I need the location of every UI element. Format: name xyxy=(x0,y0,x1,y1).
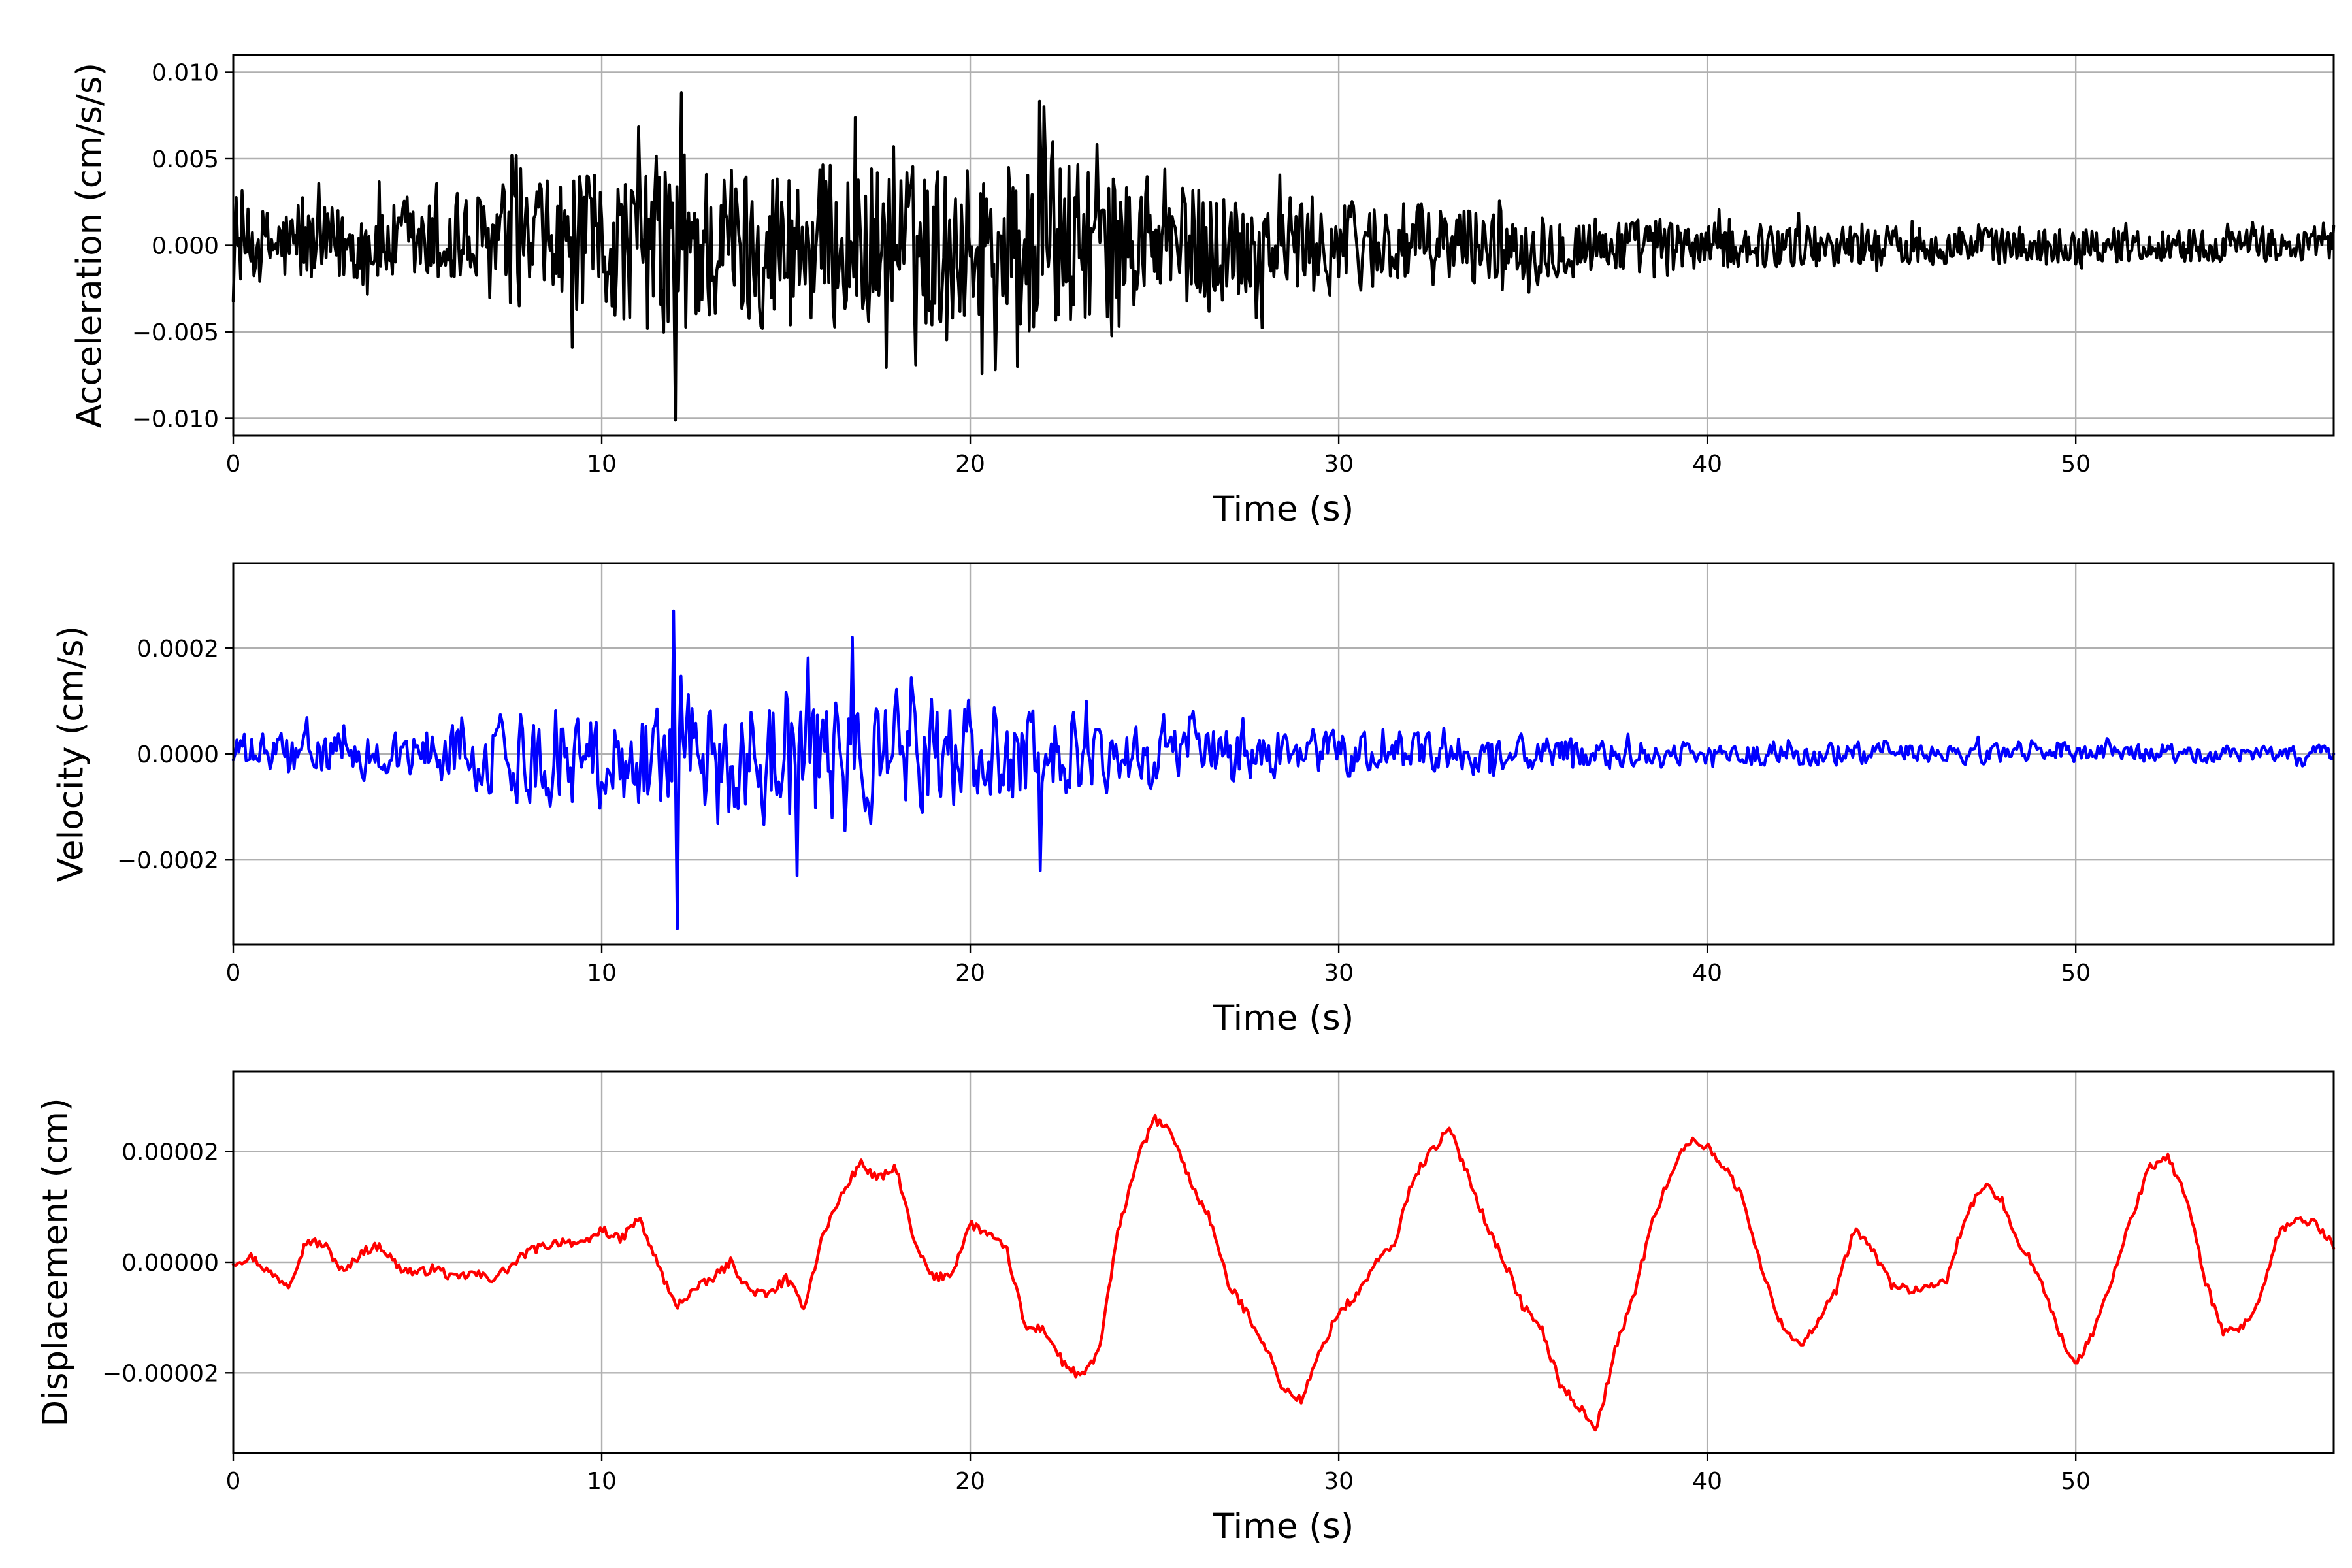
displacement-x-tick-label: 30 xyxy=(1324,1468,1354,1495)
velocity-x-tick-label: 0 xyxy=(226,960,241,987)
displacement-y-tick-label: −0.00002 xyxy=(102,1360,219,1387)
velocity-grid xyxy=(232,563,2334,945)
velocity-ticks: 0 10 20 30 40 50 −0.0002 0.0000 0.0002 xyxy=(117,636,2091,987)
velocity-y-tick-label: 0.0000 xyxy=(137,742,219,768)
displacement-x-tick-label: 50 xyxy=(2061,1468,2091,1495)
displacement-series xyxy=(231,1113,2336,1432)
acceleration-series-line xyxy=(231,91,2336,422)
acceleration-x-tick-label: 0 xyxy=(226,451,241,478)
displacement-panel: 0 10 20 30 40 50 −0.00002 0.00000 0.00002 Time (… xyxy=(36,1070,2336,1546)
acceleration-panel: 0 10 20 30 40 50 −0.010 −0.005 0.000 0.005 0.010 T… xyxy=(70,54,2336,529)
velocity-y-tick-label: −0.0002 xyxy=(117,847,219,874)
velocity-series-line xyxy=(231,609,2336,930)
velocity-y-axis-label: Velocity (cm/s) xyxy=(52,626,91,882)
acceleration-x-tick-label: 20 xyxy=(955,451,985,478)
velocity-series xyxy=(231,609,2336,930)
displacement-y-tick-label: 0.00002 xyxy=(122,1139,219,1166)
velocity-x-tick-label: 40 xyxy=(1692,960,1722,987)
displacement-series-line xyxy=(231,1113,2336,1432)
acceleration-x-tick-label: 50 xyxy=(2061,451,2091,478)
displacement-grid xyxy=(232,1071,2334,1453)
acceleration-x-axis-label: Time (s) xyxy=(1213,489,1354,529)
displacement-x-tick-label: 20 xyxy=(955,1468,985,1495)
acceleration-y-tick-label: −0.005 xyxy=(132,319,219,346)
acceleration-y-tick-label: 0.010 xyxy=(152,60,219,87)
velocity-y-tick-label: 0.0002 xyxy=(137,636,219,662)
displacement-y-axis-label: Displacement (cm) xyxy=(36,1098,76,1426)
velocity-x-axis-label: Time (s) xyxy=(1213,998,1354,1038)
acceleration-y-tick-label: 0.000 xyxy=(152,233,219,260)
velocity-x-tick-label: 50 xyxy=(2061,960,2091,987)
acceleration-x-tick-label: 10 xyxy=(587,451,617,478)
acceleration-ticks: 0 10 20 30 40 50 −0.010 −0.005 0.000 0.005 0.010 xyxy=(132,60,2091,478)
displacement-ticks: 0 10 20 30 40 50 −0.00002 0.00000 0.00002 xyxy=(102,1139,2091,1495)
displacement-x-tick-label: 40 xyxy=(1692,1468,1722,1495)
acceleration-y-axis-label: Acceleration (cm/s/s) xyxy=(70,63,110,428)
acceleration-x-tick-label: 40 xyxy=(1692,451,1722,478)
displacement-x-tick-label: 10 xyxy=(587,1468,617,1495)
velocity-x-tick-label: 20 xyxy=(955,960,985,987)
displacement-x-axis-label: Time (s) xyxy=(1213,1507,1354,1546)
acceleration-y-tick-label: 0.005 xyxy=(152,146,219,173)
velocity-x-tick-label: 30 xyxy=(1324,960,1354,987)
acceleration-series xyxy=(231,91,2336,422)
displacement-y-tick-label: 0.00000 xyxy=(122,1250,219,1277)
acceleration-y-tick-label: −0.010 xyxy=(132,406,219,433)
velocity-x-tick-label: 10 xyxy=(587,960,617,987)
displacement-x-tick-label: 0 xyxy=(226,1468,241,1495)
acceleration-x-tick-label: 30 xyxy=(1324,451,1354,478)
